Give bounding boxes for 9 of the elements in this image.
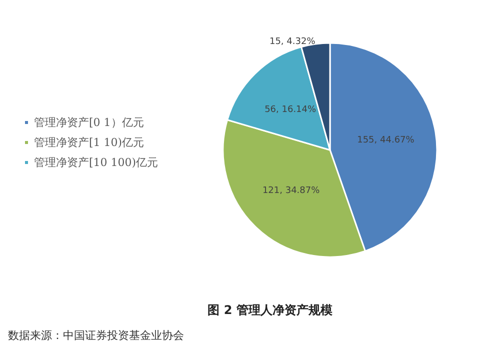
- legend-label: 管理净资产[1 10)亿元: [34, 136, 144, 149]
- data-label: 15, 4.32%: [269, 37, 316, 48]
- data-label: 121, 34.87%: [262, 186, 320, 196]
- text: 图 2 管理人净资产规模: [208, 303, 332, 317]
- legend-label: 管理净资产[10 100)亿元: [34, 156, 158, 169]
- data-label: 155, 44.67%: [357, 136, 415, 146]
- legend-label: 管理净资产[0 1）亿元: [34, 116, 144, 129]
- source-note: 数据来源：中国证券投资基金业协会: [8, 329, 184, 342]
- data-label: 56, 16.14%: [264, 104, 317, 115]
